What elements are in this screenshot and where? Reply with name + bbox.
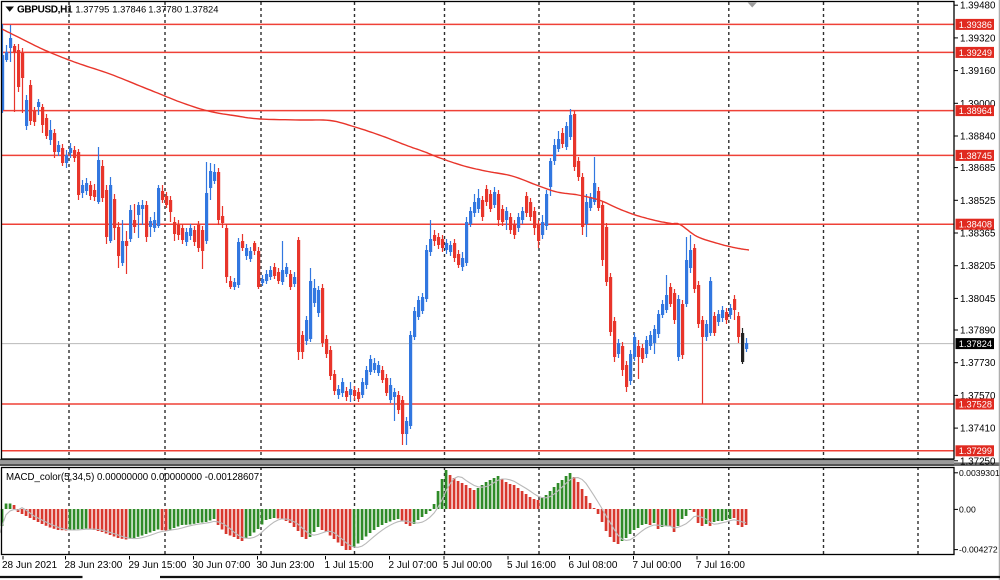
svg-text:29 Jun 15:00: 29 Jun 15:00 bbox=[129, 560, 187, 571]
svg-text:0.00: 0.00 bbox=[959, 505, 976, 515]
svg-text:1.39000: 1.39000 bbox=[960, 99, 996, 110]
svg-text:28 Jun 23:00: 28 Jun 23:00 bbox=[65, 560, 123, 571]
svg-text:1 Jul 15:00: 1 Jul 15:00 bbox=[325, 560, 374, 571]
svg-text:7 Jul 16:00: 7 Jul 16:00 bbox=[696, 560, 745, 571]
svg-text:1.37528: 1.37528 bbox=[959, 399, 992, 409]
svg-text:1.37890: 1.37890 bbox=[960, 326, 996, 337]
svg-text:1.37824: 1.37824 bbox=[959, 339, 992, 349]
svg-text:1.37410: 1.37410 bbox=[960, 424, 996, 435]
svg-text:1.38408: 1.38408 bbox=[959, 220, 992, 230]
svg-text:1.37846: 1.37846 bbox=[112, 4, 146, 15]
svg-text:-0.004272: -0.004272 bbox=[959, 545, 998, 555]
svg-text:5 Jul 00:00: 5 Jul 00:00 bbox=[443, 560, 492, 571]
svg-text:GBPUSD,H1: GBPUSD,H1 bbox=[17, 5, 73, 16]
svg-text:2 Jul 07:00: 2 Jul 07:00 bbox=[389, 560, 438, 571]
svg-text:1.38365: 1.38365 bbox=[960, 229, 996, 240]
svg-text:1.38205: 1.38205 bbox=[960, 261, 996, 272]
svg-text:1.39386: 1.39386 bbox=[959, 20, 992, 30]
svg-text:MACD_color(5,34,5) 0.00000000: MACD_color(5,34,5) 0.00000000 0.00000000… bbox=[6, 472, 259, 483]
svg-text:0.0039301: 0.0039301 bbox=[959, 468, 1000, 478]
svg-text:1.39320: 1.39320 bbox=[960, 33, 996, 44]
svg-text:1.37780: 1.37780 bbox=[148, 4, 182, 15]
svg-text:1.39480: 1.39480 bbox=[960, 1, 996, 12]
svg-text:1.38685: 1.38685 bbox=[960, 163, 996, 174]
svg-text:1.37299: 1.37299 bbox=[959, 446, 992, 456]
svg-text:1.39249: 1.39249 bbox=[959, 48, 992, 58]
svg-text:1.37730: 1.37730 bbox=[960, 358, 996, 369]
svg-text:5 Jul 16:00: 5 Jul 16:00 bbox=[507, 560, 556, 571]
svg-text:1.38840: 1.38840 bbox=[960, 132, 996, 143]
svg-text:7 Jul 00:00: 7 Jul 00:00 bbox=[633, 560, 682, 571]
svg-text:1.38964: 1.38964 bbox=[959, 106, 992, 116]
svg-text:30 Jun 23:00: 30 Jun 23:00 bbox=[257, 560, 315, 571]
svg-text:1.38045: 1.38045 bbox=[960, 294, 996, 305]
svg-text:1.37570: 1.37570 bbox=[960, 391, 996, 402]
svg-text:1.38745: 1.38745 bbox=[959, 151, 992, 161]
svg-text:1.39160: 1.39160 bbox=[960, 66, 996, 77]
svg-text:1.37795: 1.37795 bbox=[75, 4, 109, 15]
svg-text:30 Jun 07:00: 30 Jun 07:00 bbox=[193, 560, 251, 571]
svg-text:1.37824: 1.37824 bbox=[185, 4, 219, 15]
svg-text:1.38525: 1.38525 bbox=[960, 196, 996, 207]
svg-text:28 Jun 2021: 28 Jun 2021 bbox=[2, 560, 57, 571]
svg-text:6 Jul 08:00: 6 Jul 08:00 bbox=[569, 560, 618, 571]
svg-text:1.37250: 1.37250 bbox=[960, 456, 996, 467]
